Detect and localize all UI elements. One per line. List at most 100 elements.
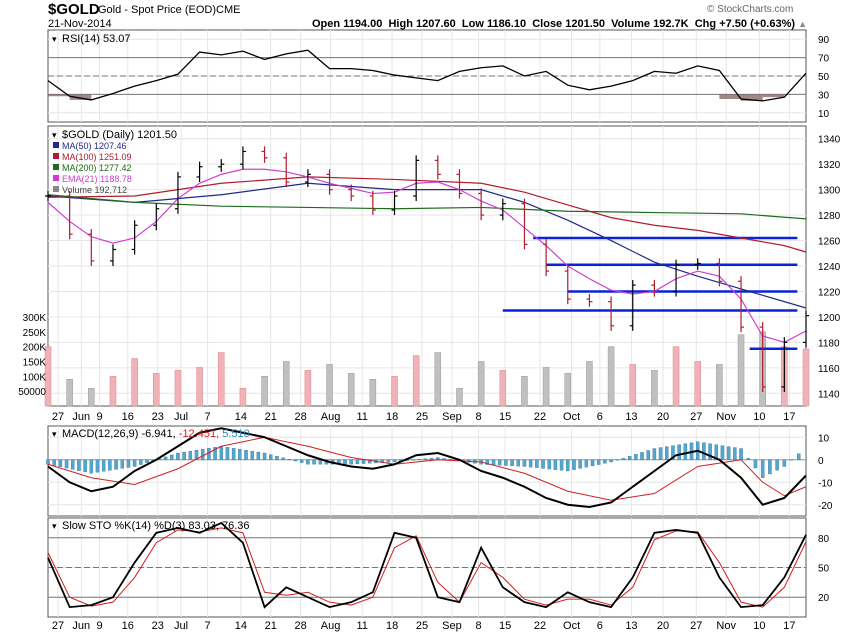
macd-histogram-bar — [170, 454, 174, 460]
macd-histogram-bar — [46, 459, 50, 465]
volume-bar — [737, 334, 745, 407]
x-tick-label-bottom: 28 — [295, 620, 307, 632]
volume-bar — [802, 348, 810, 407]
macd-histogram-bar — [312, 459, 316, 465]
volume-tick-label: 50000 — [18, 387, 46, 398]
high-value: 1207.60 — [415, 18, 456, 30]
macd-histogram-bar — [417, 459, 422, 461]
price-menu-icon: ▾ — [52, 130, 57, 140]
sto-k-line — [47, 521, 807, 609]
rsi-tick-label: 30 — [818, 90, 830, 101]
legend-label-volume: Volume 192,712 — [62, 185, 127, 195]
macd-tick-label: -20 — [818, 501, 833, 512]
x-tick-label-bottom: Oct — [563, 620, 580, 632]
rsi-tick-label: 10 — [818, 109, 830, 120]
change-arrow-icon: ▲ — [798, 19, 808, 29]
change-label: Chg — [694, 18, 717, 30]
macd-histogram-value: 5.510 — [222, 428, 250, 440]
low-value: 1186.10 — [486, 18, 527, 30]
instrument-name: Gold - Spot Price (EOD) — [98, 4, 216, 16]
x-tick-label-bottom: 14 — [235, 620, 247, 632]
sto-tick-label: 20 — [818, 593, 830, 604]
macd-histogram-bar — [782, 459, 787, 467]
macd-histogram-bar — [621, 457, 626, 460]
price-tick-label: 1200 — [818, 313, 841, 324]
macd-histogram-bar — [126, 459, 131, 468]
legend-swatch — [53, 175, 59, 181]
legend-label-ma100: MA(100) 1251.09 — [62, 152, 132, 162]
rsi-oversold-fill — [762, 94, 785, 98]
macd-histogram-bar — [139, 459, 143, 465]
macd-signal-value: -12.451, — [179, 428, 222, 440]
x-tick-label: 13 — [625, 411, 637, 423]
volume-tick-label: 100K — [23, 372, 47, 383]
price-title: $GOLD (Daily) 1201.50 — [62, 129, 177, 141]
open-label: Open — [312, 18, 341, 30]
macd-histogram-bar — [566, 459, 570, 472]
macd-histogram-bar — [760, 459, 765, 478]
macd-histogram-bar — [429, 457, 434, 460]
macd-histogram-bar — [120, 459, 125, 469]
symbol: $GOLD — [48, 1, 100, 18]
price-tick-label: 1260 — [818, 237, 841, 248]
x-tick-label: Jun — [72, 411, 90, 423]
macd-histogram-bar — [89, 459, 94, 474]
macd-histogram-bar — [559, 459, 564, 471]
close-label: Close — [532, 18, 563, 30]
macd-histogram-bar — [95, 459, 100, 473]
macd-histogram-bar — [768, 459, 772, 475]
x-tick-label: Jul — [174, 411, 188, 423]
macd-histogram-bar — [213, 447, 217, 460]
macd-histogram-bar — [578, 459, 582, 469]
x-tick-label: 20 — [657, 411, 669, 423]
x-tick-label: 28 — [295, 411, 307, 423]
macd-histogram-bar — [708, 443, 712, 460]
price-tick-label: 1240 — [818, 262, 841, 273]
macd-histogram-bar — [163, 456, 168, 460]
rsi-oversold-fill — [48, 94, 70, 97]
macd-histogram-bar — [386, 459, 391, 463]
macd-histogram-bar — [528, 459, 533, 468]
macd-line — [47, 427, 807, 509]
x-tick-label: 18 — [386, 411, 398, 423]
x-tick-label: 7 — [205, 411, 211, 423]
macd-histogram-bar — [182, 451, 186, 460]
macd-histogram-bar — [491, 459, 496, 466]
volume-tick-label: 150K — [23, 357, 47, 368]
volume-value: 192.7K — [653, 18, 689, 30]
volume-bar — [412, 355, 420, 407]
volume-bar — [196, 367, 203, 407]
x-tick-label-bottom: 13 — [625, 620, 637, 632]
x-tick-label-bottom: Jun — [72, 620, 90, 632]
x-tick-label-bottom: Aug — [321, 620, 341, 632]
x-tick-label: 10 — [753, 411, 765, 423]
volume-bar — [391, 376, 398, 407]
macd-histogram-bar — [368, 459, 372, 464]
macd-value: MACD(12,26,9) -6.941, — [62, 428, 179, 440]
macd-histogram-bar — [640, 452, 644, 460]
volume-bar — [131, 358, 138, 407]
macd-histogram-bar — [132, 459, 137, 467]
rsi-title: RSI(14) 53.07 — [62, 33, 130, 45]
macd-histogram-bar — [306, 459, 310, 465]
macd-histogram-bar — [250, 450, 254, 460]
legend-swatch — [53, 142, 59, 148]
volume-tick-label: 200K — [23, 343, 47, 354]
macd-histogram-bar — [535, 459, 539, 468]
macd-histogram-bar — [219, 446, 224, 460]
x-tick-label: 15 — [499, 411, 511, 423]
macd-histogram-bar — [547, 459, 551, 470]
x-tick-label: 21 — [265, 411, 277, 423]
x-tick-label: 6 — [597, 411, 603, 423]
volume-bar — [521, 376, 528, 407]
macd-histogram-bar — [646, 450, 650, 460]
sto-tick-label: 50 — [818, 564, 830, 575]
volume-bar — [44, 346, 52, 407]
macd-histogram-bar — [188, 450, 193, 460]
volume-bar — [586, 361, 593, 407]
volume-bar — [369, 379, 377, 407]
macd-histogram-bar — [281, 457, 285, 460]
volume-bar — [109, 376, 117, 407]
x-tick-label-bottom: 22 — [534, 620, 546, 632]
